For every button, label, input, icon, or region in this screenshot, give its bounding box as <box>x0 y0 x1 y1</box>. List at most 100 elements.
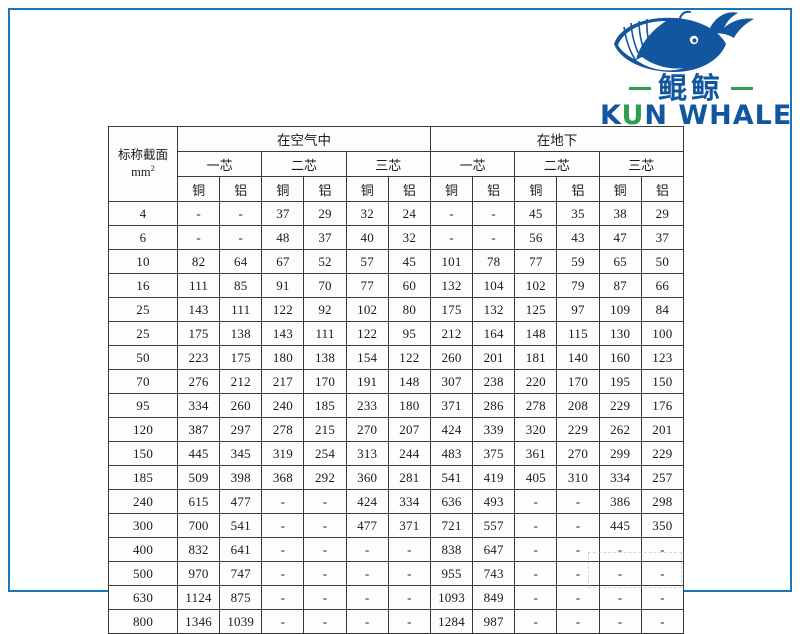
brand-logo: 鲲鲸 KUN WHALE <box>600 10 791 131</box>
cell-value: 260 <box>429 345 474 370</box>
cell-value: - <box>514 609 558 634</box>
cell-value: - <box>387 561 431 586</box>
cell-value: 122 <box>345 321 389 346</box>
cell-value: 40 <box>345 225 389 250</box>
cell-value: 102 <box>514 273 558 298</box>
cell-value: - <box>556 537 600 562</box>
cell-value: - <box>556 513 600 538</box>
metal-header-2: 铜 <box>261 176 305 202</box>
cell-value: - <box>598 609 642 634</box>
cell-value: - <box>261 513 305 538</box>
cell-value: - <box>387 585 431 610</box>
cell-value: 138 <box>219 321 263 346</box>
cell-value: 175 <box>176 321 221 346</box>
cell-value: 100 <box>640 321 685 346</box>
cell-value: - <box>303 609 347 634</box>
cell-value: 636 <box>429 489 474 514</box>
metal-header-7: 铝 <box>472 176 516 202</box>
cell-value: 191 <box>345 369 389 394</box>
cell-value: - <box>640 585 685 610</box>
cell-value: - <box>219 201 263 226</box>
cell-value: 445 <box>176 441 221 466</box>
cell-value: - <box>556 561 600 586</box>
cell-value: - <box>598 561 642 586</box>
cell-value: - <box>387 537 431 562</box>
cell-value: - <box>514 489 558 514</box>
cell-nominal-section: 800 <box>108 609 178 634</box>
cell-value: 223 <box>176 345 221 370</box>
cell-value: - <box>303 489 347 514</box>
cell-value: 419 <box>472 465 516 490</box>
cell-value: 278 <box>514 393 558 418</box>
cell-value: - <box>345 585 389 610</box>
cell-value: 77 <box>345 273 389 298</box>
table-header-row-core: 一芯 二芯 三芯 一芯 二芯 三芯 <box>109 151 685 177</box>
brand-english-part2: N WHALE <box>644 100 793 131</box>
cell-value: 233 <box>345 393 389 418</box>
cell-value: - <box>640 609 685 634</box>
cell-value: 148 <box>387 369 431 394</box>
cell-value: - <box>514 513 558 538</box>
cell-value: 477 <box>219 489 263 514</box>
brand-chinese-name: 鲲鲸 <box>657 70 724 105</box>
cell-value: 405 <box>514 465 558 490</box>
cell-nominal-section: 10 <box>108 249 178 274</box>
cell-value: - <box>640 537 685 562</box>
whale-icon <box>606 10 776 76</box>
cell-value: 85 <box>219 273 263 298</box>
cell-value: 29 <box>303 201 347 226</box>
cell-value: 176 <box>640 393 685 418</box>
cell-nominal-section: 25 <box>108 321 178 346</box>
cell-value: 217 <box>261 369 305 394</box>
nominal-section-label: 标称截面 <box>117 146 168 162</box>
cell-value: 122 <box>261 297 305 322</box>
cell-value: 109 <box>598 297 642 322</box>
cell-value: 647 <box>472 537 516 562</box>
table-header-row-metal: 铜 铝 铜 铝 铜 铝 铜 铝 铜 铝 铜 铝 <box>109 176 685 202</box>
cell-value: 240 <box>261 393 305 418</box>
cell-value: 743 <box>472 561 516 586</box>
cell-value: 276 <box>176 369 221 394</box>
cell-value: 297 <box>219 417 263 442</box>
cell-value: - <box>261 537 305 562</box>
table-row: 240 615 477- -424 334 636 493- -386 298 <box>108 489 685 514</box>
cell-value: 32 <box>345 201 389 226</box>
cell-value: 132 <box>472 297 516 322</box>
cell-value: 832 <box>176 537 221 562</box>
group-header-in-air: 在空气中 <box>177 126 431 152</box>
table-row: 95 334 260 240 185 233 180 371 286 278 208 229 176 <box>108 393 685 418</box>
cell-value: 138 <box>303 345 347 370</box>
cell-value: 310 <box>556 465 600 490</box>
cell-value: 212 <box>429 321 474 346</box>
cell-value: - <box>261 585 305 610</box>
cell-value: 254 <box>303 441 347 466</box>
cell-value: 220 <box>514 369 558 394</box>
table-row: 150 445 345 319 254 313 244 483 375 361 270 299 229 <box>108 441 685 466</box>
cell-value: 185 <box>303 393 347 418</box>
cell-nominal-section: 500 <box>108 561 178 586</box>
cell-nominal-section: 120 <box>108 417 178 442</box>
cell-value: 80 <box>387 297 431 322</box>
cell-value: 721 <box>429 513 474 538</box>
unit-mm: mm <box>131 165 151 180</box>
cell-value: 87 <box>598 273 642 298</box>
metal-header-9: 铝 <box>556 176 600 202</box>
dash-left-icon <box>628 86 651 90</box>
cell-value: 148 <box>514 321 558 346</box>
metal-header-5: 铝 <box>387 176 431 202</box>
cell-value: 140 <box>556 345 600 370</box>
cell-value: 286 <box>472 393 516 418</box>
metal-header-4: 铜 <box>345 176 389 202</box>
table-row: 400 832 641- - - -838 647- - - - <box>108 537 685 562</box>
cell-value: 955 <box>429 561 474 586</box>
cell-value: - <box>303 561 347 586</box>
table-row: 25 143 111 122 92 102 80 175 132 125 97 109 84 <box>108 297 685 322</box>
unit-exponent: 2 <box>150 163 155 174</box>
cell-value: 270 <box>556 441 600 466</box>
cell-value: - <box>598 537 642 562</box>
brand-english-part1: K <box>600 100 622 131</box>
cell-value: 65 <box>598 249 642 274</box>
table-header-row-group: 标称截面 mm2 在空气中 在地下 <box>108 126 685 202</box>
cell-value: 57 <box>345 249 389 274</box>
cell-value: 35 <box>556 201 600 226</box>
